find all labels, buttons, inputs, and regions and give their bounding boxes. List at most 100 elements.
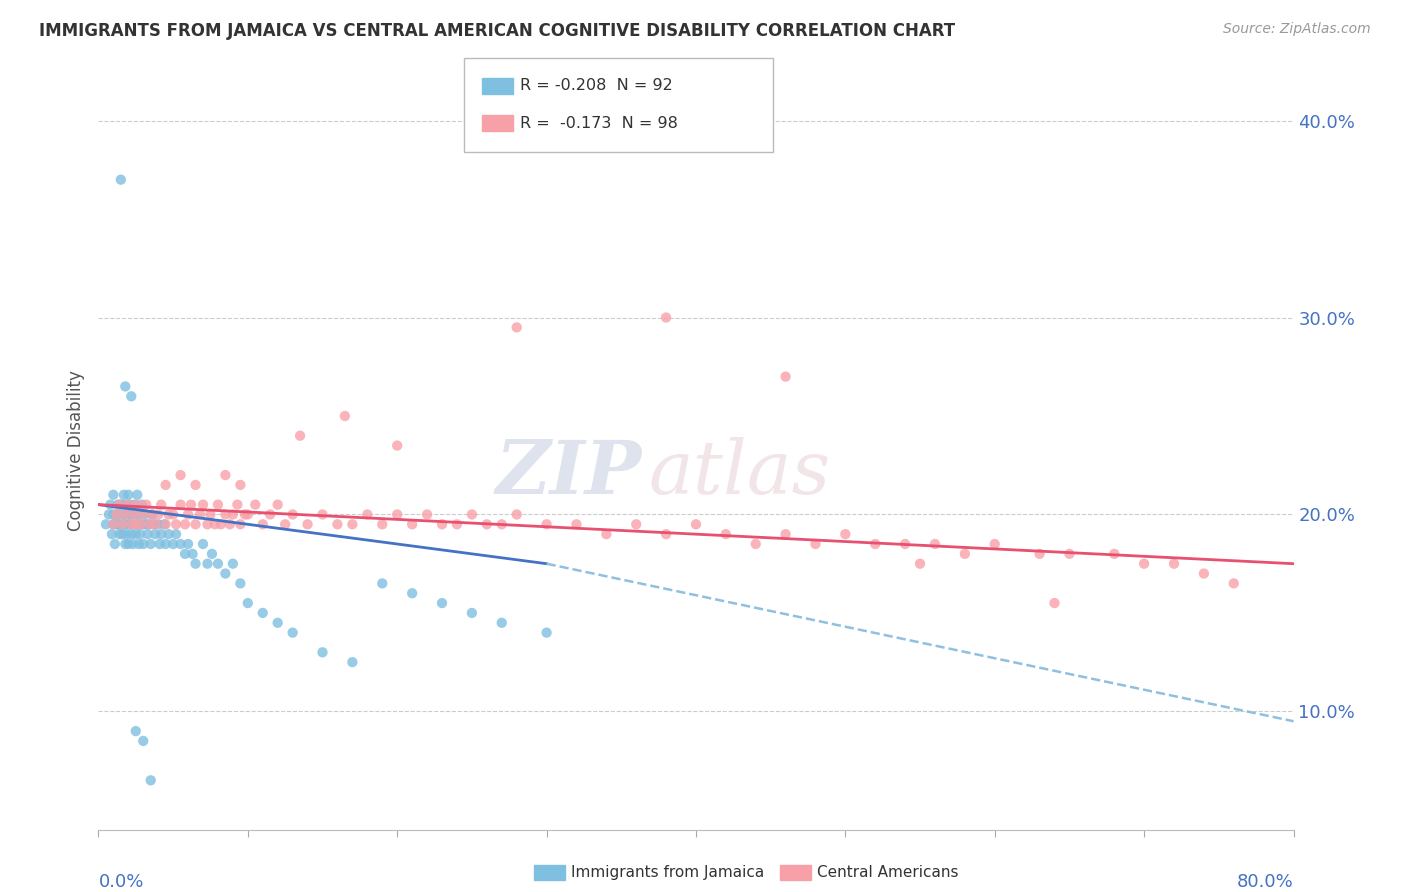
Point <box>141 508 163 522</box>
Point <box>117 508 139 522</box>
Point <box>105 517 128 532</box>
Point <box>184 517 207 532</box>
Point <box>120 517 142 532</box>
Point <box>267 615 290 630</box>
Point <box>125 527 148 541</box>
Point <box>1192 566 1215 581</box>
Point <box>226 498 249 512</box>
Point <box>775 527 797 541</box>
Point <box>245 498 267 512</box>
Point <box>103 517 125 532</box>
Point <box>129 527 152 541</box>
Point <box>775 369 797 384</box>
Point <box>155 537 177 551</box>
Point <box>984 537 1007 551</box>
Point <box>219 517 242 532</box>
Point <box>1163 557 1185 571</box>
Point <box>108 527 131 541</box>
Point <box>181 547 204 561</box>
Point <box>120 527 142 541</box>
Point <box>132 537 155 551</box>
Point <box>197 517 219 532</box>
Point <box>138 517 160 532</box>
Point <box>132 734 155 748</box>
Point <box>214 508 236 522</box>
Point <box>169 468 191 483</box>
Point <box>908 557 931 571</box>
Point <box>150 498 173 512</box>
Point <box>125 517 148 532</box>
Point <box>114 508 136 522</box>
Point <box>180 498 202 512</box>
Point <box>128 537 150 551</box>
Point <box>894 537 917 551</box>
Point <box>745 537 768 551</box>
Point <box>108 498 131 512</box>
Point <box>121 537 143 551</box>
Point <box>222 508 245 522</box>
Point <box>112 488 135 502</box>
Point <box>953 547 976 561</box>
Point <box>177 508 200 522</box>
Point <box>924 537 946 551</box>
Point <box>385 508 409 522</box>
Point <box>565 517 588 532</box>
Point <box>107 498 129 512</box>
Point <box>157 508 180 522</box>
Point <box>834 527 856 541</box>
Point <box>111 527 134 541</box>
Point <box>200 508 222 522</box>
Text: ZIP: ZIP <box>496 437 643 509</box>
Point <box>288 428 311 442</box>
Point <box>118 498 141 512</box>
Point <box>385 438 409 452</box>
Point <box>184 557 207 571</box>
Point <box>127 517 149 532</box>
Point <box>401 586 423 600</box>
Point <box>136 527 159 541</box>
Point <box>416 508 439 522</box>
Point <box>685 517 707 532</box>
Point <box>1028 547 1050 561</box>
Point <box>229 517 252 532</box>
Point <box>125 724 148 739</box>
Point <box>105 508 128 522</box>
Point <box>491 615 513 630</box>
Point <box>150 527 173 541</box>
Point <box>267 498 290 512</box>
Point <box>461 606 484 620</box>
Point <box>191 498 214 512</box>
Point <box>110 508 132 522</box>
Point <box>139 537 162 551</box>
Point <box>138 517 160 532</box>
Text: Source: ZipAtlas.com: Source: ZipAtlas.com <box>1223 22 1371 37</box>
Text: IMMIGRANTS FROM JAMAICA VS CENTRAL AMERICAN COGNITIVE DISABILITY CORRELATION CHA: IMMIGRANTS FROM JAMAICA VS CENTRAL AMERI… <box>39 22 956 40</box>
Point <box>281 508 304 522</box>
Point <box>1104 547 1126 561</box>
Point <box>103 488 125 502</box>
Point <box>804 537 827 551</box>
Text: 80.0%: 80.0% <box>1237 873 1294 891</box>
Point <box>188 508 211 522</box>
Point <box>197 557 219 571</box>
Point <box>595 527 617 541</box>
Point <box>214 468 236 483</box>
Point <box>342 655 364 669</box>
Point <box>281 625 304 640</box>
Text: R = -0.208  N = 92: R = -0.208 N = 92 <box>520 78 673 93</box>
Point <box>111 498 134 512</box>
Point <box>1043 596 1066 610</box>
Point <box>371 517 394 532</box>
Point <box>274 517 297 532</box>
Point <box>506 320 529 334</box>
Point <box>110 517 132 532</box>
Point <box>655 527 678 541</box>
Point <box>103 508 125 522</box>
Point <box>165 527 187 541</box>
Point <box>135 517 157 532</box>
Point <box>155 517 177 532</box>
Point <box>252 517 274 532</box>
Point <box>114 379 136 393</box>
Point <box>297 517 319 532</box>
Point <box>461 508 484 522</box>
